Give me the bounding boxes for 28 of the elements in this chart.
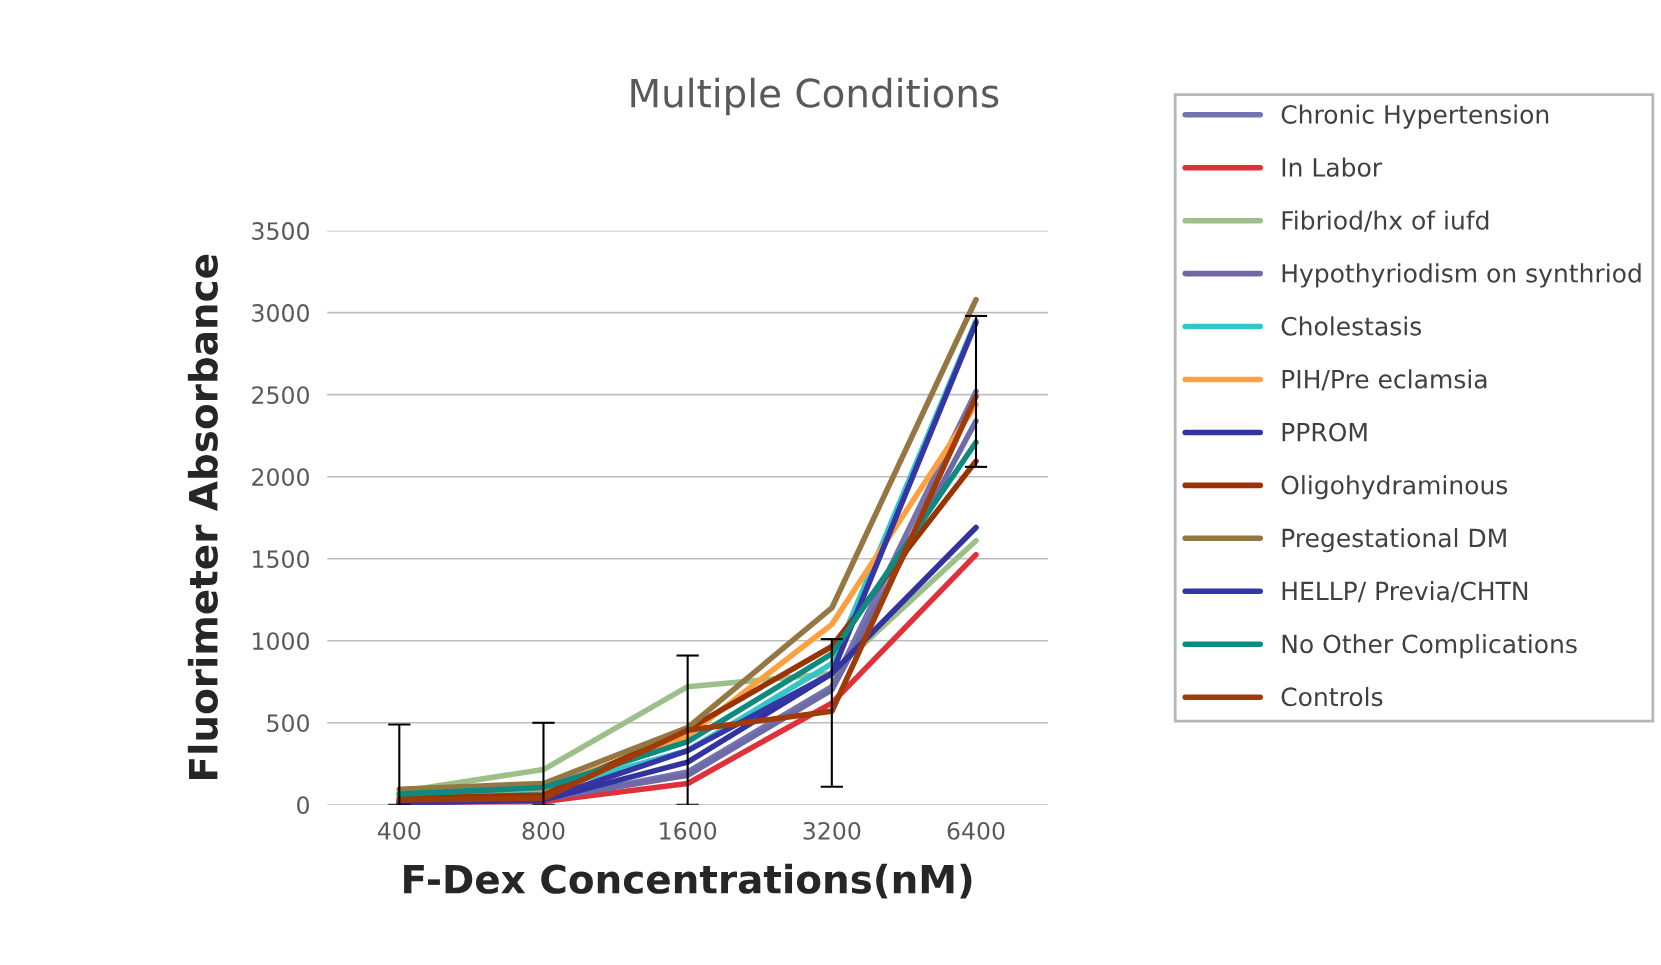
legend-label: Cholestasis	[1281, 316, 1422, 336]
legend-label: Fibriod/hx of iufd	[1282, 210, 1489, 232]
x-tick-label: 400	[377, 821, 421, 840]
y-tick-label: 500	[267, 714, 309, 733]
legend-label: No Other Complications	[1282, 633, 1577, 659]
y-tick-label: 3500	[252, 222, 309, 240]
x-axis-title: F-Dex Concentrations(nM)	[404, 863, 972, 899]
y-tick-label: 2500	[252, 386, 309, 404]
y-tick-label: 0	[297, 796, 309, 815]
x-tick-label: 1600	[660, 821, 717, 840]
legend-label: PPROM	[1282, 422, 1367, 442]
y-tick-label: 1500	[253, 550, 309, 569]
legend-label: Pregestational DM	[1282, 528, 1506, 553]
y-tick-label: 2000	[252, 468, 309, 487]
x-tick-label: 6400	[947, 821, 1005, 840]
legend-label: PIH/Pre eclamsia	[1282, 369, 1487, 391]
legend-label: In Labor	[1282, 157, 1383, 177]
legend-label: HELLP/ Previa/CHTN	[1282, 581, 1528, 603]
y-tick-label: 3000	[252, 304, 309, 322]
legend-label: Controls	[1281, 686, 1383, 707]
legend-label: Hypothyriodism on synthriod	[1282, 263, 1641, 288]
y-axis-title: Fluorimeter Absorbance	[187, 254, 218, 779]
y-tick-label: 1000	[253, 632, 309, 651]
x-tick-label: 3200	[803, 821, 861, 840]
chart-title: Multiple Conditions	[631, 77, 999, 116]
x-tick-label: 800	[522, 821, 565, 840]
legend-label: Oligohydraminous	[1281, 475, 1508, 500]
legend-label: Chronic Hypertension	[1281, 104, 1549, 129]
